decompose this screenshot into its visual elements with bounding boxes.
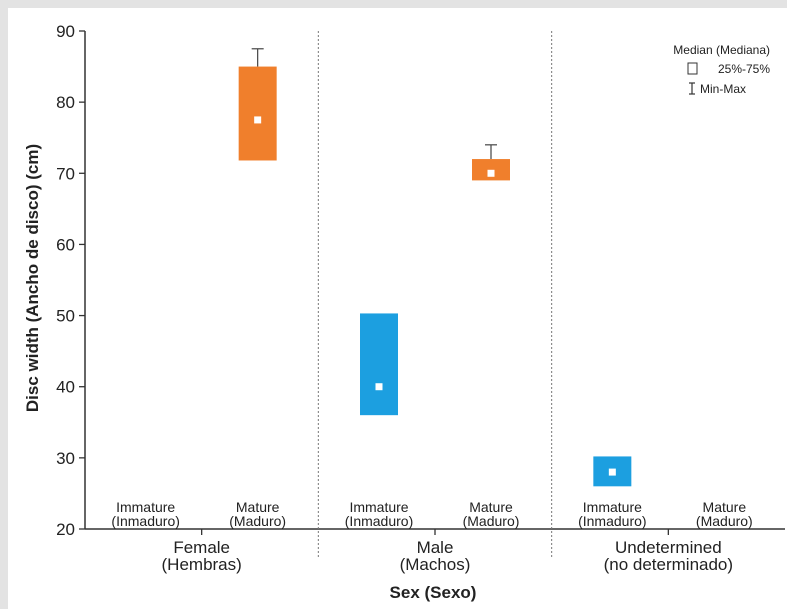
- category-label-line2: (Maduro): [696, 513, 753, 529]
- y-tick-label: 40: [56, 378, 75, 397]
- category-labels: Immature(Inmaduro)Mature(Maduro)Immature…: [111, 499, 752, 529]
- median-marker: [375, 383, 383, 391]
- y-ticks: 20 30 40 50 60 70 80 90: [56, 22, 669, 539]
- category-label-line1: Mature: [236, 499, 280, 515]
- iqr-box: [360, 313, 398, 416]
- group-labels: Female(Hembras) Male(Machos) Undetermined(…: [162, 538, 734, 574]
- category-label-line2: (Maduro): [229, 513, 286, 529]
- category-label-line1: Immature: [349, 499, 408, 515]
- median-marker: [254, 116, 262, 124]
- y-tick-label: 70: [56, 164, 75, 183]
- legend-box: 25%-75%: [718, 62, 770, 76]
- group-label-line1: Male: [417, 538, 454, 557]
- y-tick-label: 60: [56, 235, 75, 254]
- y-axis-title: Disc width (Ancho de disco) (cm): [23, 144, 42, 412]
- y-tick-label: 30: [56, 449, 75, 468]
- group-separators: [317, 31, 553, 557]
- category-label-line2: (Inmaduro): [345, 513, 413, 529]
- legend-box-icon: [687, 62, 698, 75]
- legend-median: Median (Mediana): [673, 43, 770, 57]
- category-label-line2: (Inmaduro): [111, 513, 179, 529]
- y-tick-label: 80: [56, 93, 75, 112]
- iqr-box: [472, 159, 510, 181]
- chart-frame: 20 30 40 50 60 70 80 90 Immature (Inmaduro) Matur…: [8, 8, 787, 609]
- category-label-line2: (Maduro): [463, 513, 520, 529]
- median-marker: [487, 169, 495, 177]
- median-marker: [608, 468, 616, 476]
- category-label-line2: (Inmaduro): [578, 513, 646, 529]
- group-label-line2: (Machos): [400, 555, 471, 574]
- x-axis-title: Sex (Sexo): [390, 583, 477, 602]
- category-label-line1: Immature: [583, 499, 642, 515]
- iqr-box: [238, 66, 277, 161]
- group-label-line1: Undetermined: [615, 538, 722, 557]
- legend-whisker: Min-Max: [700, 82, 746, 96]
- group-label-line2: (Hembras): [162, 555, 242, 574]
- group-label-line2: (no determinado): [604, 555, 733, 574]
- boxes: [238, 48, 632, 487]
- category-label-line1: Immature: [116, 499, 175, 515]
- category-label-line1: Mature: [469, 499, 513, 515]
- y-tick-label: 20: [56, 520, 75, 539]
- axes: [84, 31, 785, 530]
- legend: Median (Mediana) 25%-75% Min-Max: [673, 43, 770, 96]
- y-tick-label: 90: [56, 22, 75, 41]
- category-label-line1: Mature: [703, 499, 747, 515]
- group-label-line1: Female: [173, 538, 230, 557]
- legend-whisker-icon: [689, 82, 695, 95]
- y-tick-label: 50: [56, 307, 75, 326]
